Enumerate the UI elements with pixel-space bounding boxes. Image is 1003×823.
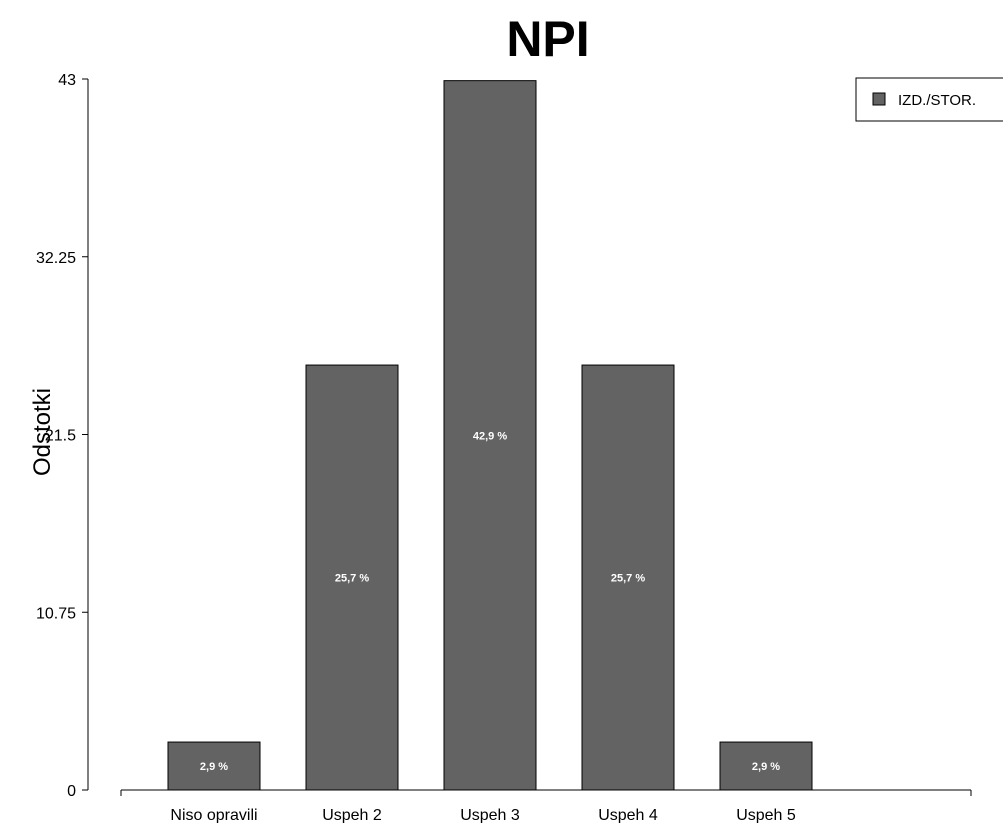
bar-series: 2,9 % 25,7 % 42,9 % 25,7 % 2,9 % <box>167 80 813 791</box>
bar <box>305 364 399 791</box>
y-tick-label: 43 <box>58 72 76 89</box>
legend-label: IZD./STOR. <box>898 92 976 109</box>
bar <box>719 741 813 791</box>
chart-title: NPI <box>506 11 589 67</box>
y-tick-label: 10.75 <box>36 605 76 622</box>
bar-value-label: 2,9 % <box>752 761 780 773</box>
bar-value-label: 25,7 % <box>611 573 645 585</box>
y-axis: 0 10.75 21.5 32.25 43 <box>36 72 89 800</box>
y-axis-label: Odstotki <box>29 388 56 476</box>
legend-swatch <box>872 92 886 106</box>
bar-value-label: 42,9 % <box>473 430 507 442</box>
bar <box>443 80 537 791</box>
x-category-label: Uspeh 5 <box>736 807 796 823</box>
bar <box>581 364 675 791</box>
legend: IZD./STOR. <box>855 77 1003 122</box>
x-axis: Niso opravili Uspeh 2 Uspeh 3 Uspeh 4 Uspeh … <box>120 789 972 823</box>
x-category-label: Uspeh 3 <box>460 807 520 823</box>
x-category-label: Niso opravili <box>170 807 257 823</box>
x-category-label: Uspeh 4 <box>598 807 658 823</box>
bar-value-label: 2,9 % <box>200 761 228 773</box>
y-tick-label: 32.25 <box>36 250 76 267</box>
bar-value-label: 25,7 % <box>335 573 369 585</box>
y-tick-label: 0 <box>67 783 76 800</box>
bar <box>167 741 261 791</box>
y-tick-label: 21.5 <box>45 428 76 445</box>
x-category-label: Uspeh 2 <box>322 807 382 823</box>
